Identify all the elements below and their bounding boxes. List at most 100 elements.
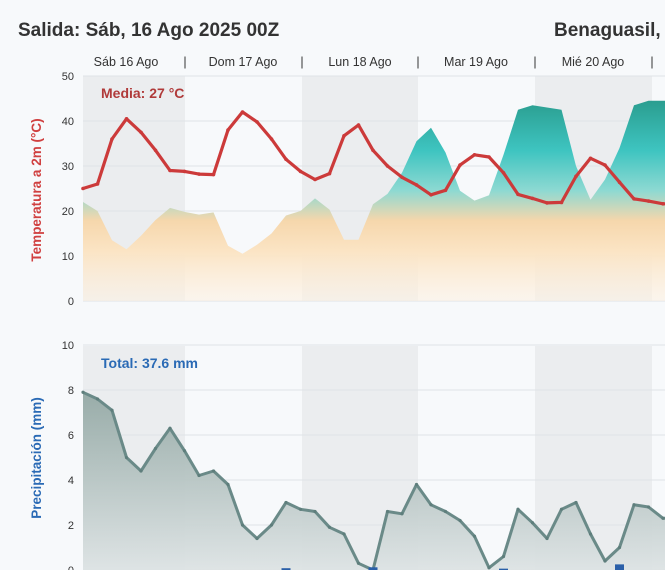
temp-point bbox=[168, 168, 172, 173]
day-separator: | bbox=[650, 55, 653, 69]
precip-y-tick: 4 bbox=[68, 475, 74, 487]
precip-point bbox=[458, 518, 462, 523]
temp-point bbox=[298, 169, 303, 174]
temp-y-tick: 0 bbox=[68, 296, 74, 308]
temp-point bbox=[661, 202, 665, 206]
temp-point bbox=[516, 192, 520, 197]
precip-bar bbox=[615, 564, 624, 570]
temp-point bbox=[400, 175, 404, 180]
precip-point bbox=[95, 397, 100, 401]
precip-point bbox=[661, 516, 665, 520]
precip-bar bbox=[499, 568, 508, 570]
precip-point bbox=[124, 455, 129, 460]
precip-y-tick: 6 bbox=[68, 430, 74, 442]
precip-axis-label: Precipitación (mm) bbox=[29, 397, 44, 519]
temp-point bbox=[110, 137, 114, 141]
precip-point bbox=[226, 482, 230, 487]
precip-point bbox=[168, 426, 172, 430]
temp-point bbox=[588, 156, 593, 161]
day-separator: | bbox=[416, 55, 419, 69]
day-separator: | bbox=[183, 55, 186, 69]
temp-point bbox=[487, 155, 491, 159]
precip-point bbox=[574, 500, 578, 505]
temp-point bbox=[153, 148, 158, 153]
temp-point bbox=[414, 183, 419, 187]
precip-total-annotation: Total: 37.6 mm bbox=[101, 355, 198, 371]
precip-point bbox=[269, 523, 274, 527]
precip-bar bbox=[368, 567, 378, 570]
temp-point bbox=[240, 110, 245, 114]
temp-point bbox=[81, 186, 85, 191]
precip-point bbox=[182, 449, 187, 453]
temp-point bbox=[632, 197, 636, 201]
precip-point bbox=[327, 525, 332, 529]
temp-point bbox=[197, 172, 201, 176]
day-separator: | bbox=[300, 55, 303, 69]
temp-point bbox=[559, 200, 564, 205]
temp-y-tick: 30 bbox=[62, 161, 74, 173]
precip-point bbox=[487, 566, 491, 570]
precip-point bbox=[356, 561, 361, 565]
precip-point bbox=[443, 509, 448, 514]
precip-point bbox=[153, 446, 158, 451]
temp-y-tick: 50 bbox=[62, 71, 74, 83]
temp-point bbox=[269, 137, 274, 141]
temp-point bbox=[545, 201, 549, 205]
temp-point bbox=[530, 196, 535, 201]
temp-point bbox=[385, 164, 390, 168]
day-label: Mar 19 Ago bbox=[444, 55, 508, 69]
temp-point bbox=[182, 169, 187, 174]
temp-point bbox=[284, 157, 288, 162]
precip-fill-area bbox=[83, 392, 665, 570]
temp-point bbox=[313, 177, 317, 182]
precip-point bbox=[211, 469, 216, 473]
day-label: Lun 18 Ago bbox=[328, 55, 391, 69]
precip-point bbox=[559, 507, 564, 511]
precip-point bbox=[632, 503, 636, 507]
temp-y-tick: 40 bbox=[62, 116, 74, 128]
temp-y-tick: 20 bbox=[62, 206, 74, 218]
temp-mean-annotation: Media: 27 °C bbox=[101, 85, 184, 101]
temp-point bbox=[371, 148, 375, 153]
precip-point bbox=[110, 408, 114, 412]
precip-point bbox=[516, 507, 520, 511]
precip-point bbox=[255, 536, 259, 541]
precip-point bbox=[545, 536, 549, 541]
precip-point bbox=[342, 532, 346, 536]
temp-point bbox=[646, 199, 651, 203]
temp-point bbox=[124, 116, 129, 121]
temperature-line bbox=[82, 110, 665, 206]
day-separator: | bbox=[533, 55, 536, 69]
temp-point bbox=[226, 128, 230, 132]
temp-point bbox=[429, 193, 433, 197]
precip-point bbox=[385, 509, 390, 514]
temp-point bbox=[342, 134, 346, 138]
temp-point bbox=[327, 171, 332, 176]
temp-point bbox=[255, 120, 259, 124]
precip-point bbox=[284, 500, 288, 505]
temp-point bbox=[603, 163, 607, 167]
location-title: Benaguasil, bbox=[554, 20, 661, 41]
precip-y-tick: 8 bbox=[68, 385, 74, 397]
temp-point bbox=[356, 123, 361, 127]
temp-point bbox=[443, 188, 448, 193]
precip-bar bbox=[281, 568, 291, 570]
precip-y-tick: 0 bbox=[68, 565, 74, 570]
precip-y-tick: 10 bbox=[62, 340, 74, 352]
precip-point bbox=[139, 469, 143, 473]
temp-point bbox=[458, 163, 462, 167]
precip-point bbox=[472, 534, 477, 538]
temp-point bbox=[617, 180, 622, 184]
precip-point bbox=[646, 505, 651, 509]
temp-point bbox=[574, 174, 578, 179]
model-run-title: Salida: Sáb, 16 Ago 2025 00Z bbox=[18, 20, 280, 41]
temp-point bbox=[501, 170, 506, 175]
precip-point bbox=[400, 512, 404, 516]
temp-point bbox=[139, 130, 143, 135]
precip-point bbox=[588, 532, 593, 536]
precip-point bbox=[414, 482, 419, 487]
precip-point bbox=[530, 521, 535, 525]
day-label: Dom 17 Ago bbox=[209, 55, 278, 69]
precip-point bbox=[197, 473, 201, 478]
